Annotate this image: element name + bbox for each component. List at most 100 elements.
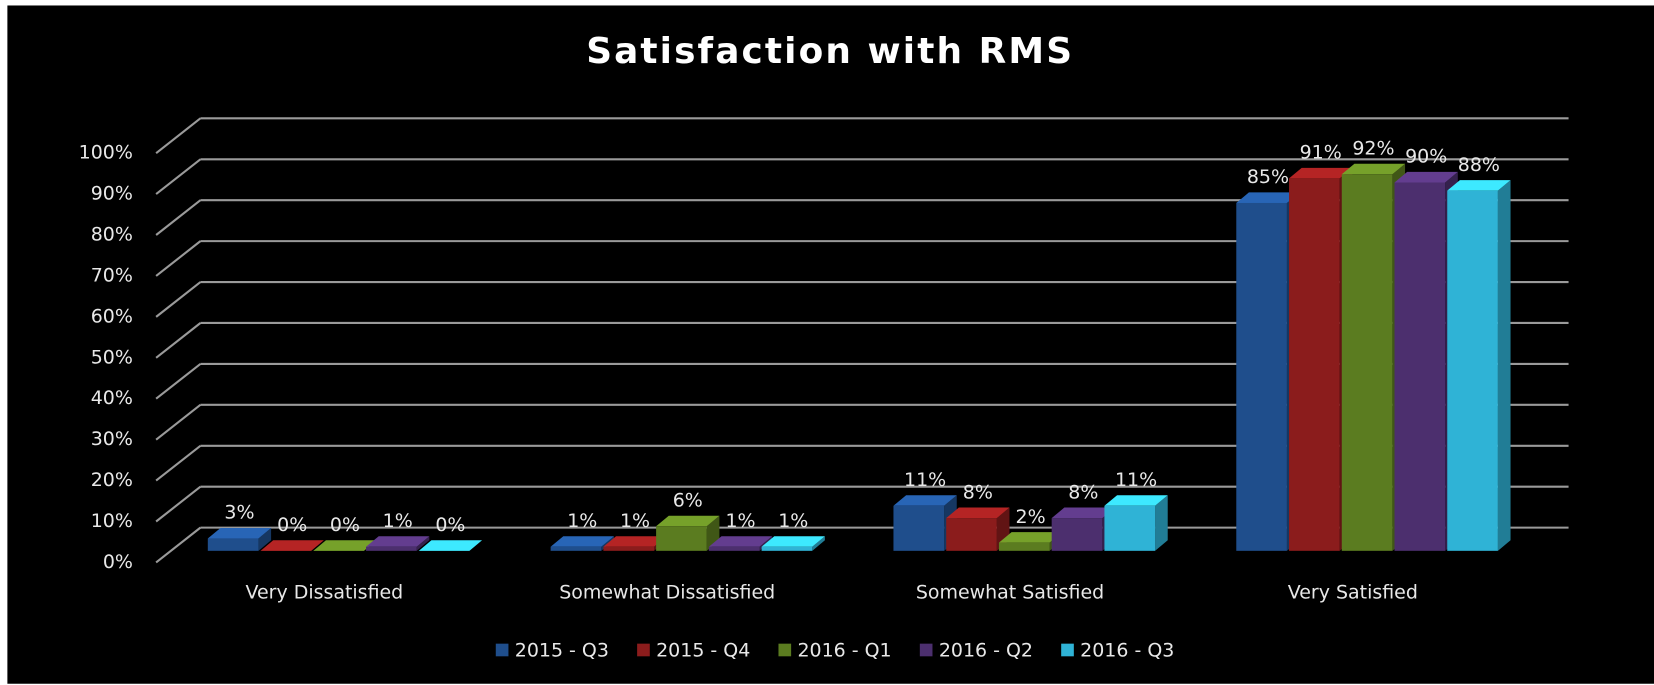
- data-label: 92%: [1352, 137, 1394, 159]
- bar: [1341, 174, 1393, 551]
- bar: [1447, 190, 1498, 551]
- legend-label: 2015 - Q4: [656, 640, 750, 662]
- legend-label: 2015 - Q3: [515, 640, 609, 662]
- bar-side: [258, 528, 272, 551]
- grid-line-side: [155, 281, 202, 318]
- y-tick-label: 10%: [91, 510, 133, 532]
- data-label: 0%: [330, 514, 360, 536]
- grid-line-side: [155, 158, 202, 195]
- bar: [1289, 178, 1340, 551]
- legend-swatch: [778, 643, 792, 657]
- data-label: 8%: [963, 481, 993, 503]
- x-tick-label: Somewhat Satisfied: [916, 582, 1104, 604]
- bar-side: [812, 536, 825, 551]
- bar-top: [1447, 180, 1511, 191]
- y-tick-label: 60%: [91, 305, 133, 327]
- bar: [998, 542, 1050, 551]
- data-label: 1%: [383, 510, 413, 532]
- bar-top: [946, 507, 1010, 519]
- grid-line-side: [155, 322, 202, 359]
- bar: [946, 518, 997, 551]
- bar-top: [1236, 192, 1300, 203]
- bar-top: [260, 540, 324, 551]
- data-label: 6%: [673, 489, 703, 511]
- data-label: 1%: [725, 510, 755, 532]
- data-label: 3%: [224, 502, 254, 524]
- grid-line-side: [155, 526, 202, 564]
- x-tick-label: Somewhat Dissatisfied: [559, 582, 775, 604]
- bar-top: [656, 515, 720, 527]
- data-label: 1%: [620, 510, 650, 532]
- legend-swatch: [919, 643, 933, 657]
- bar: [708, 546, 760, 551]
- legend-swatch: [495, 643, 509, 657]
- chart-title: Satisfaction with RMS: [586, 31, 1074, 72]
- bar: [366, 546, 417, 551]
- bar-top: [761, 536, 825, 547]
- bar: [1394, 182, 1446, 551]
- data-label: 2%: [1016, 506, 1046, 528]
- bar: [656, 526, 707, 551]
- legend-label: 2016 - Q3: [1080, 640, 1174, 662]
- bar-top: [1341, 163, 1406, 175]
- y-tick-label: 30%: [91, 428, 133, 450]
- y-tick-label: 80%: [91, 224, 133, 246]
- bar-top: [1104, 495, 1168, 506]
- bar-top: [1051, 507, 1115, 519]
- bar-top: [1289, 167, 1353, 179]
- y-tick-label: 50%: [91, 346, 133, 368]
- bar: [893, 505, 945, 551]
- bar: [1104, 505, 1156, 551]
- y-tick-label: 100%: [79, 142, 133, 164]
- grid-line-side: [155, 117, 202, 154]
- bar: [603, 546, 655, 551]
- data-label: 1%: [567, 510, 597, 532]
- data-label: 0%: [277, 514, 307, 536]
- data-label: 8%: [1068, 481, 1098, 503]
- bar: [1236, 202, 1287, 551]
- legend-label: 2016 - Q2: [939, 640, 1033, 662]
- grid-line-side: [155, 240, 202, 277]
- data-label: 91%: [1300, 142, 1342, 164]
- x-tick-label: Very Satisfied: [1288, 582, 1418, 604]
- bar-side: [1497, 180, 1511, 551]
- data-label: 11%: [1115, 469, 1157, 491]
- bar-top: [366, 536, 430, 547]
- grid-line-side: [155, 404, 202, 441]
- data-label: 88%: [1458, 154, 1500, 176]
- data-label: 0%: [435, 514, 465, 536]
- bar-top: [418, 540, 483, 551]
- grid-line-side: [155, 444, 202, 482]
- data-label: 85%: [1247, 166, 1289, 188]
- bar-top: [1394, 171, 1458, 183]
- y-tick-label: 90%: [91, 183, 133, 205]
- bar-top: [550, 536, 614, 547]
- legend-swatch: [637, 643, 650, 657]
- x-tick-label: Very Dissatisfied: [245, 582, 403, 604]
- y-tick-label: 0%: [103, 551, 133, 573]
- bar: [207, 538, 259, 551]
- bar-top: [893, 495, 957, 506]
- y-tick-label: 20%: [91, 469, 133, 491]
- bar: [761, 546, 813, 551]
- bar: [550, 546, 602, 551]
- bar-top: [313, 540, 377, 551]
- bar-top: [207, 528, 272, 539]
- bar-side: [416, 536, 430, 551]
- legend-label: 2016 - Q1: [797, 640, 891, 662]
- bar-top: [708, 536, 773, 547]
- y-tick-label: 70%: [91, 264, 133, 286]
- data-label: 11%: [904, 469, 946, 491]
- grid-line-side: [155, 485, 202, 523]
- grid-line-side: [155, 363, 202, 400]
- bar-top: [998, 532, 1063, 543]
- bar-top: [603, 536, 667, 547]
- bar: [1051, 518, 1103, 551]
- data-label: 90%: [1405, 146, 1447, 168]
- bar-side: [1155, 495, 1168, 551]
- y-tick-label: 40%: [91, 387, 133, 409]
- data-label: 1%: [778, 510, 808, 532]
- legend-swatch: [1061, 643, 1074, 657]
